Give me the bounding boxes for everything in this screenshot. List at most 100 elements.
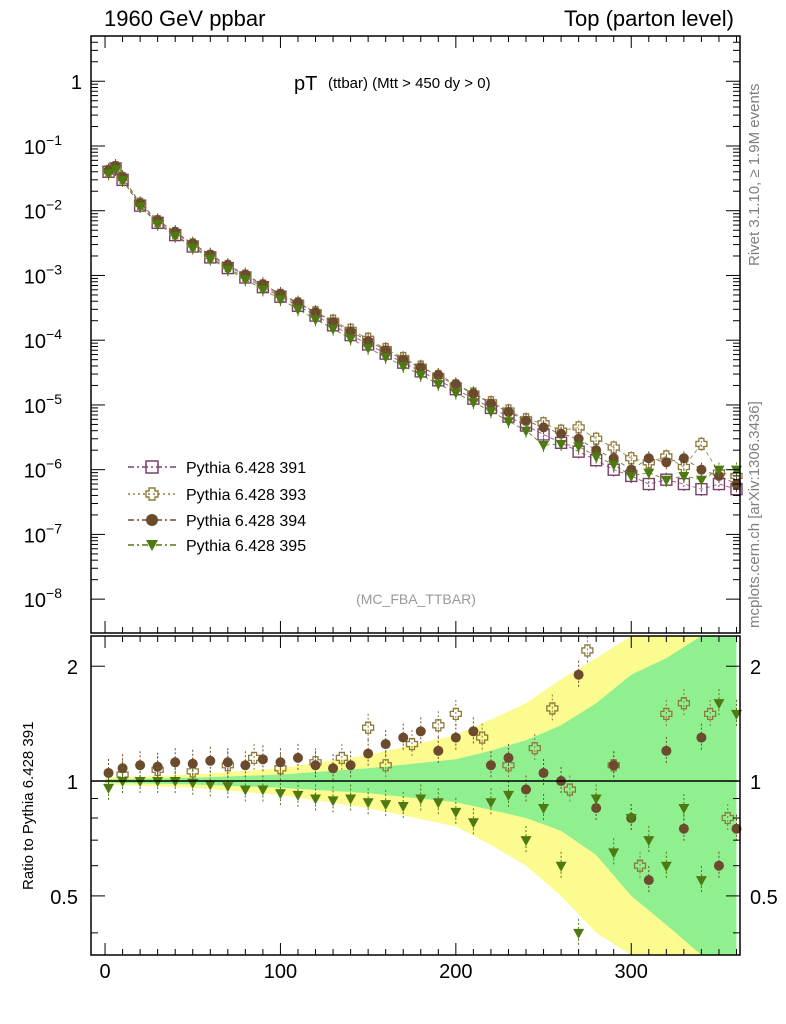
y-tick-label: 10−3 (24, 261, 62, 288)
ratio-point (450, 807, 462, 818)
data-point (380, 353, 392, 364)
series-line-2 (108, 165, 737, 485)
ratio-point (633, 859, 647, 872)
legend-label-391: Pythia 6.428 391 (186, 460, 306, 477)
ratio-point (257, 754, 268, 765)
data-point (239, 275, 251, 286)
data-point (590, 452, 602, 463)
data-point (730, 465, 742, 476)
data-point (678, 471, 690, 482)
data-point (187, 243, 199, 254)
x-tick-label: 300 (615, 961, 648, 983)
data-point (538, 441, 550, 452)
ratio-point (503, 752, 514, 763)
ratio-point (361, 721, 375, 734)
legend-item-395: Pythia 6.428 395 (128, 538, 306, 555)
legend-item-394: Pythia 6.428 394 (128, 513, 306, 530)
x-tick-label: 100 (264, 961, 297, 983)
ratio-point (152, 777, 164, 788)
ratio-point (704, 707, 717, 721)
ratio-point (335, 751, 348, 765)
ratio-point (379, 759, 392, 772)
legend-label-394: Pythia 6.428 394 (186, 513, 306, 530)
data-point (274, 295, 286, 306)
ratio-point (502, 759, 515, 772)
data-point (103, 169, 115, 180)
ratio-point (415, 726, 426, 737)
data-point (362, 343, 374, 354)
ratio-point (731, 823, 742, 834)
x-tick-label: 200 (439, 961, 472, 983)
header-right: Top (parton level) (564, 6, 734, 31)
ratio-point (247, 751, 261, 765)
data-point (433, 370, 444, 381)
ratio-point (103, 783, 115, 794)
data-point (327, 324, 339, 335)
ratio-point (134, 777, 146, 788)
ratio-point (581, 644, 594, 657)
legend-item-393: Pythia 6.428 393 (128, 487, 306, 504)
legend-label-395: Pythia 6.428 395 (186, 538, 306, 555)
data-point (152, 219, 164, 230)
ratio-frame (90, 635, 741, 956)
data-point (625, 471, 637, 482)
data-point (573, 433, 584, 444)
data-point (310, 315, 322, 326)
data-point (415, 371, 427, 382)
ratio-point (502, 790, 514, 801)
ratio-y-tick-label-right: 0.5 (750, 887, 778, 909)
data-point (222, 265, 234, 276)
ratio-point (310, 760, 321, 771)
ratio-point (713, 860, 724, 871)
ratio-point (432, 798, 444, 809)
data-point (257, 285, 269, 296)
data-point (607, 441, 620, 454)
y-tick-label: 10−5 (24, 391, 62, 418)
x-tick-label: 0 (99, 961, 110, 983)
ratio-point (397, 802, 409, 813)
ratio-point (117, 777, 129, 788)
legend-label-393: Pythia 6.428 393 (186, 487, 306, 504)
ratio-point (538, 803, 550, 814)
ratio-point (152, 761, 163, 772)
data-point (678, 453, 689, 464)
ratio-point (345, 760, 356, 771)
series-line-1 (108, 166, 737, 477)
data-point (503, 406, 514, 417)
ratio-point (696, 732, 707, 743)
main-frame (90, 35, 741, 634)
ratio-point (257, 785, 269, 796)
data-point (520, 426, 532, 437)
ratio-point (103, 767, 114, 778)
ratio-point (520, 836, 532, 847)
data-point (169, 231, 181, 242)
ratio-point (485, 798, 497, 809)
data-point (696, 464, 707, 475)
ratio-point (555, 861, 567, 872)
data-point (572, 421, 585, 434)
data-point (415, 362, 426, 373)
data-point (310, 307, 321, 318)
ratio-point (222, 757, 233, 768)
data-point (117, 175, 129, 186)
series-line-0 (108, 167, 737, 490)
data-point (590, 432, 603, 445)
ratio-point (468, 726, 479, 737)
ratio-point (590, 794, 602, 805)
series-line-3 (108, 168, 737, 481)
ratio-point (678, 823, 689, 834)
y-tick-label: 10−6 (24, 456, 62, 483)
main-title: pT (294, 73, 317, 95)
data-point (695, 475, 707, 486)
data-point (397, 361, 409, 372)
ratio-y-tick-label: 2 (67, 657, 78, 679)
ratio-point (274, 789, 286, 800)
ratio-point (433, 745, 444, 756)
ratio-point (327, 796, 339, 807)
ratio-point (730, 709, 742, 720)
data-point (110, 165, 122, 176)
data-point (555, 439, 567, 450)
ratio-point (186, 765, 199, 778)
ratio-point (643, 836, 655, 847)
ratio-y-tick-label: 1 (67, 772, 78, 794)
